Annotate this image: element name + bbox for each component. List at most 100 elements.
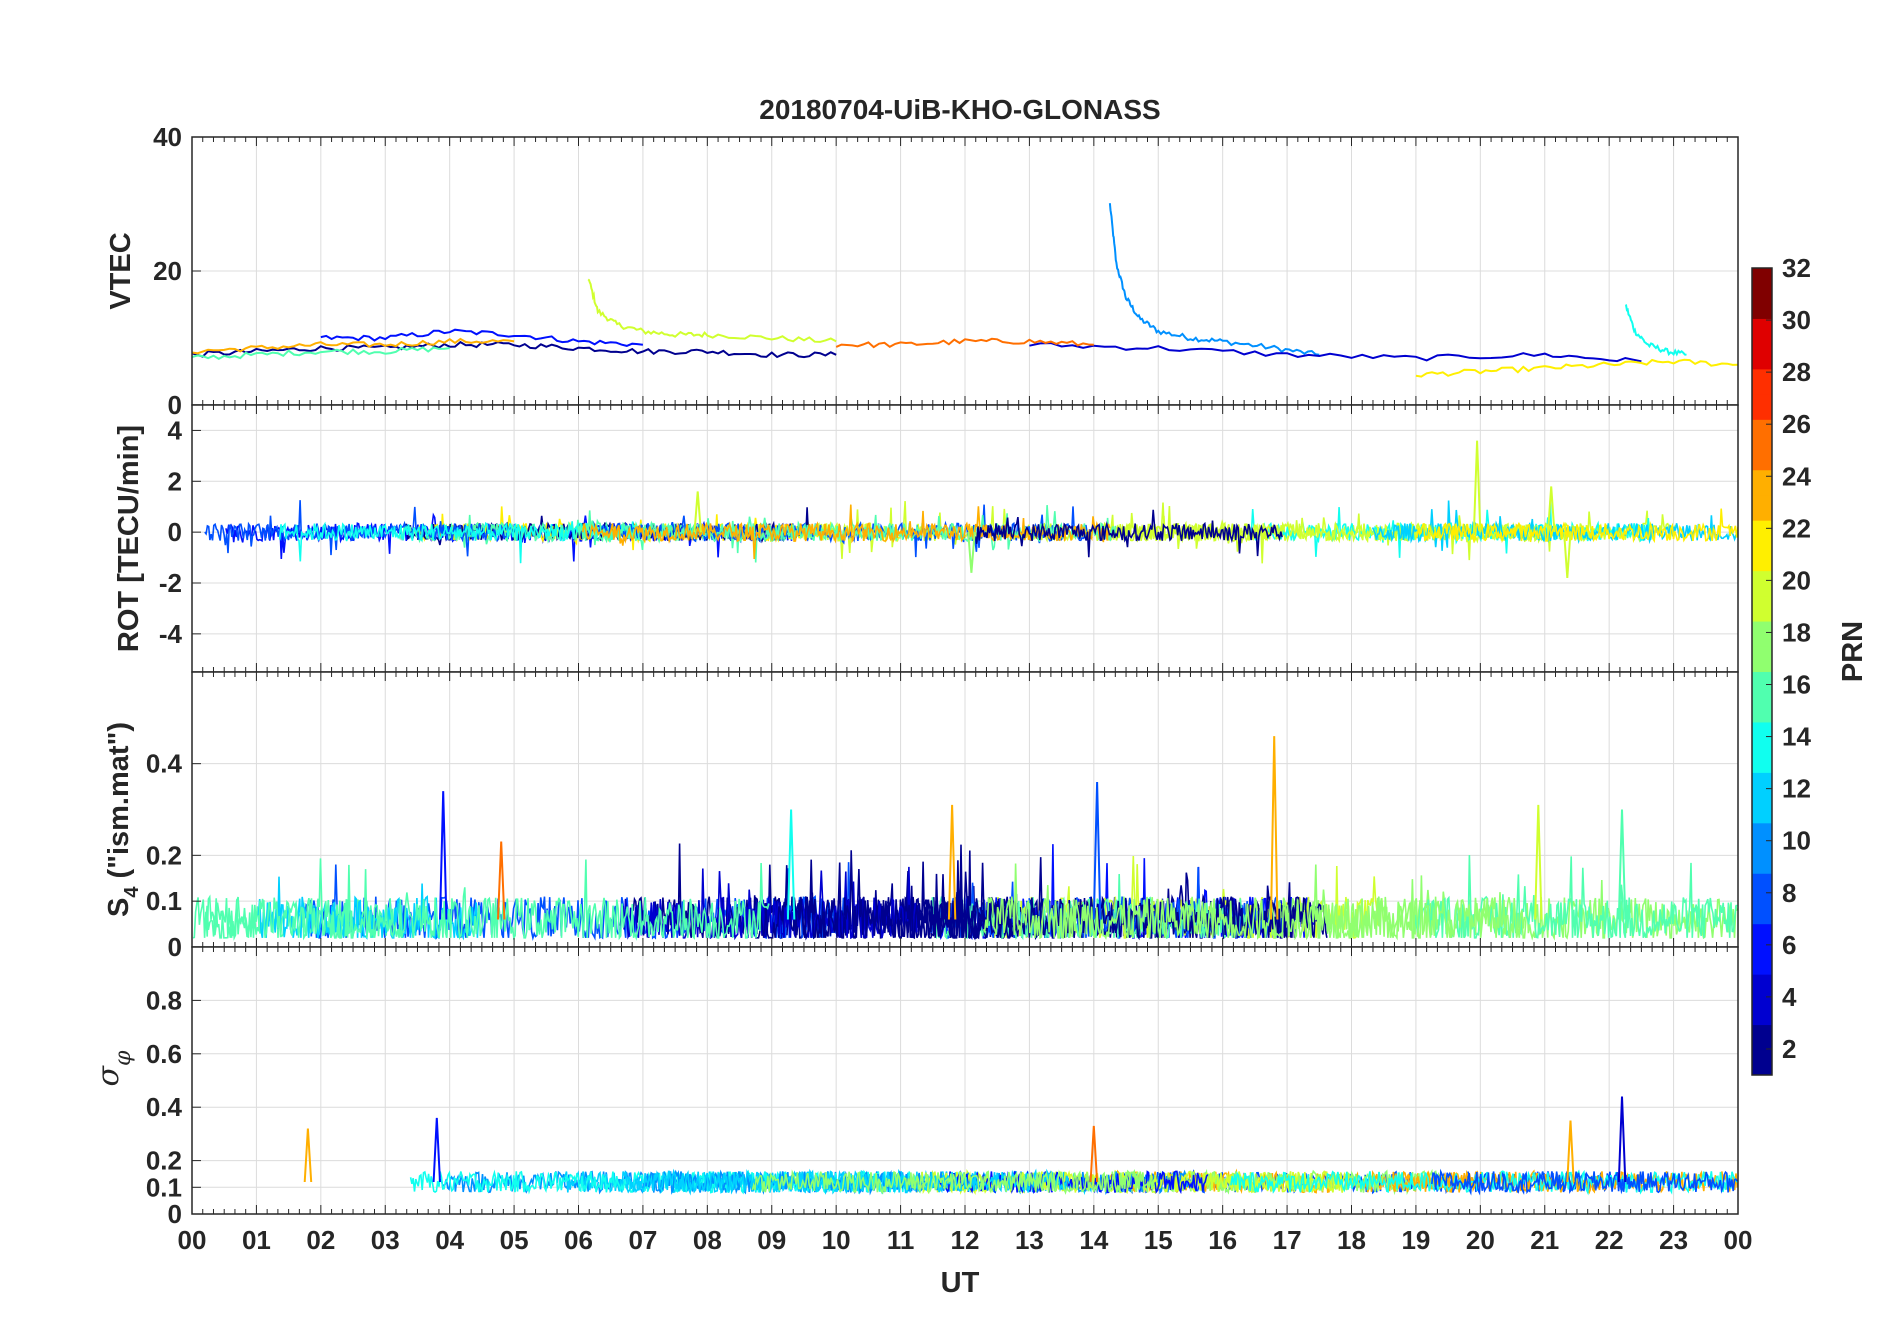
spike xyxy=(303,1128,313,1183)
colorbar-swatch xyxy=(1752,444,1772,471)
colorbar-tick-label: 4 xyxy=(1782,982,1797,1012)
spike xyxy=(967,532,976,573)
colorbar-swatch xyxy=(1752,974,1772,1000)
data-layer xyxy=(192,736,1738,941)
colorbar-swatch xyxy=(1752,898,1772,925)
colorbar-swatch xyxy=(1752,696,1772,723)
colorbar-tick-label: 2 xyxy=(1782,1034,1796,1064)
x-tick-label: 08 xyxy=(693,1225,722,1255)
y-axis-label: S4 ("ism.mat") xyxy=(103,722,143,917)
data-layer xyxy=(204,440,1738,578)
colorbar-swatch xyxy=(1752,1024,1772,1051)
spike xyxy=(786,809,796,920)
trace xyxy=(982,863,1526,941)
colorbar-swatch xyxy=(1752,671,1772,698)
colorbar-swatch xyxy=(1752,999,1772,1026)
colorbar-swatch xyxy=(1752,293,1772,319)
y-axis-label: VTEC xyxy=(105,232,137,309)
spike xyxy=(1566,1120,1575,1183)
colorbar-swatch xyxy=(1752,797,1772,824)
colorbar-tick-label: 20 xyxy=(1782,565,1811,595)
trace xyxy=(192,858,770,941)
colorbar-tick-label: 6 xyxy=(1782,930,1796,960)
colorbar-swatch xyxy=(1752,621,1772,647)
y-tick-label: 0.4 xyxy=(146,749,183,779)
spike xyxy=(1563,532,1572,578)
x-tick-label: 01 xyxy=(242,1225,271,1255)
colorbar-swatch xyxy=(1752,318,1772,345)
series-prn-20 xyxy=(1415,358,1738,378)
colorbar-label: PRN xyxy=(1837,621,1869,682)
x-ticks xyxy=(191,405,1739,672)
colorbar-swatch xyxy=(1752,721,1772,748)
x-tick-label: 11 xyxy=(887,1225,915,1255)
x-tick-label: 19 xyxy=(1401,1225,1430,1255)
spike xyxy=(1089,1125,1099,1183)
x-tick-label: 10 xyxy=(822,1225,851,1255)
x-tick-label: 00 xyxy=(178,1225,207,1255)
trace xyxy=(751,1169,1156,1195)
panel-S4: 0 0.1 0.2 0.4S4 ("ism.mat") xyxy=(103,671,1739,962)
colorbar-swatch xyxy=(1752,394,1772,420)
colorbar-swatch xyxy=(1752,419,1772,446)
y-tick-labels: 0 0.1 0.2 0.4 xyxy=(146,749,183,962)
colorbar-tick-label: 28 xyxy=(1782,357,1811,387)
y-tick-label: 0.2 xyxy=(146,1146,182,1176)
x-ticks xyxy=(191,137,1739,405)
series-prn-1 xyxy=(192,340,837,359)
x-tick-label: 09 xyxy=(757,1225,786,1255)
series-prn-2 xyxy=(1029,342,1642,363)
series-prn-9 xyxy=(1108,203,1320,356)
grid xyxy=(191,405,1739,672)
spike xyxy=(947,804,957,920)
trace xyxy=(1371,500,1738,551)
series-prn-23 xyxy=(192,337,515,355)
spike xyxy=(693,491,702,533)
colorbar-tick-label: 12 xyxy=(1782,774,1811,804)
y-tick-label: 0 xyxy=(168,1199,182,1229)
x-tick-label: 02 xyxy=(306,1225,335,1255)
colorbar-tick-label: 10 xyxy=(1782,826,1811,856)
colorbar-swatch xyxy=(1752,747,1772,773)
x-tick-label: 04 xyxy=(435,1225,464,1255)
colorbar-swatch xyxy=(1752,570,1772,597)
panel-sigma_phi: 00.10.2 0.4 0.6 0.8 σφ xyxy=(91,946,1739,1229)
spike xyxy=(497,841,506,920)
y-axis-label: σφ xyxy=(91,1050,136,1086)
y-tick-label: 2 xyxy=(168,466,182,496)
series-prn-19 xyxy=(587,278,837,343)
spike xyxy=(1534,804,1543,920)
x-axis-label: UT xyxy=(941,1267,980,1299)
y-tick-labels: 00.10.2 0.4 0.6 0.8 xyxy=(146,985,183,1229)
spike xyxy=(1547,486,1556,533)
x-tick-label: 17 xyxy=(1273,1225,1302,1255)
colorbar-swatch xyxy=(1752,772,1772,799)
x-ticks xyxy=(191,947,1739,1214)
spike xyxy=(432,1117,441,1183)
colorbar-tick-label: 22 xyxy=(1782,513,1811,543)
y-tick-label: -4 xyxy=(159,619,183,649)
x-tick-label: 00 xyxy=(1724,1225,1753,1255)
colorbar-swatch xyxy=(1752,520,1772,546)
colorbar-swatch xyxy=(1752,368,1772,395)
colorbar-tick-label: 32 xyxy=(1782,253,1811,283)
y-tick-labels: -4 -2 0 2 4 xyxy=(159,415,183,648)
spike xyxy=(1270,736,1279,920)
trace xyxy=(753,850,1019,940)
y-tick-label: 0.2 xyxy=(146,840,182,870)
chart-title: 20180704-UiB-KHO-GLONASS xyxy=(759,94,1160,125)
y-tick-labels: 0 20 40 xyxy=(153,122,182,420)
series-prn-24 xyxy=(835,337,1094,349)
x-tick-label: 14 xyxy=(1079,1225,1108,1255)
colorbar-tick-label: 24 xyxy=(1782,461,1811,491)
spike xyxy=(1617,809,1627,920)
y-tick-label: 0.4 xyxy=(146,1092,183,1122)
colorbar-swatch xyxy=(1752,494,1772,521)
y-tick-label: 0.1 xyxy=(146,886,182,916)
colorbar-tick-label: 8 xyxy=(1782,878,1796,908)
colorbar-swatch xyxy=(1752,923,1772,950)
y-tick-label: 4 xyxy=(168,415,183,445)
